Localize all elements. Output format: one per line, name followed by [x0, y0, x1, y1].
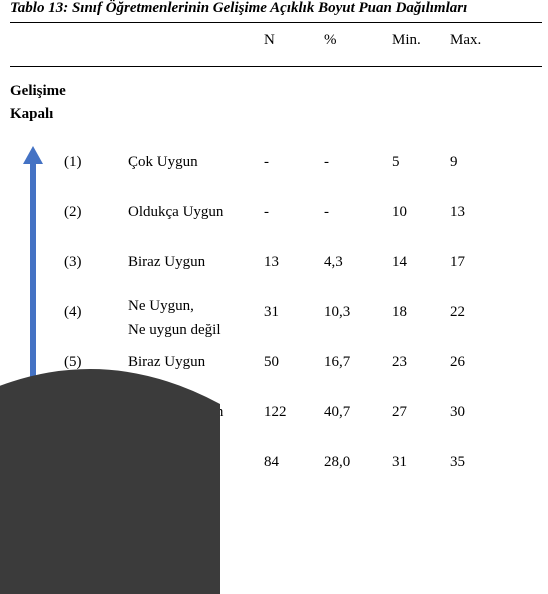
- row-min: 5: [392, 154, 400, 171]
- row-pct: -: [324, 204, 329, 221]
- row-label: Çok Uygun: [128, 154, 198, 171]
- row-n: -: [264, 204, 269, 221]
- page: Tablo 13: Sınıf Öğretmenlerinin Gelişime…: [0, 0, 548, 554]
- row-min: 18: [392, 304, 407, 321]
- table-caption: Tablo 13: Sınıf Öğretmenlerinin Gelişime…: [10, 0, 544, 17]
- table-row: (7) Çok Uygun 84 28,0 31 35: [0, 440, 548, 490]
- row-max: 9: [450, 154, 458, 171]
- row-index: (7): [64, 454, 82, 471]
- row-label: Oldukça Uygun: [128, 204, 223, 221]
- row-max: 30: [450, 404, 465, 421]
- col-min: Min.: [392, 32, 421, 49]
- row-pct: 10,3: [324, 304, 350, 321]
- row-n: 13: [264, 254, 279, 271]
- row-min: 23: [392, 354, 407, 371]
- row-index: (5): [64, 354, 82, 371]
- row-max: 17: [450, 254, 465, 271]
- row-min: 10: [392, 204, 407, 221]
- table-row: (5) Biraz Uygun 50 16,7 23 26: [0, 340, 548, 390]
- col-pct: %: [324, 32, 337, 49]
- row-n: -: [264, 154, 269, 171]
- row-max: 35: [450, 454, 465, 471]
- table-body: (1) Çok Uygun - - 5 9 (2) Oldukça Uygun …: [0, 140, 548, 490]
- row-n: 84: [264, 454, 279, 471]
- section-top-line2: Kapalı: [10, 103, 66, 126]
- row-max: 22: [450, 304, 465, 321]
- rule-under-header: [10, 66, 542, 67]
- rule-top: [10, 22, 542, 23]
- col-n: N: [264, 32, 275, 49]
- row-index: (3): [64, 254, 82, 271]
- row-pct: -: [324, 154, 329, 171]
- row-pct: 40,7: [324, 404, 350, 421]
- row-label: Çok Uygun: [128, 454, 198, 471]
- table-row: (6) Oldukça Uygun 122 40,7 27 30: [0, 390, 548, 440]
- row-max: 13: [450, 204, 465, 221]
- table-row: (1) Çok Uygun - - 5 9: [0, 140, 548, 190]
- row-index: (4): [64, 304, 82, 321]
- row-n: 50: [264, 354, 279, 371]
- row-label-line1: Ne Uygun,: [128, 294, 220, 318]
- row-label-line2: Ne uygun değil: [128, 318, 220, 342]
- row-index: (1): [64, 154, 82, 171]
- row-pct: 28,0: [324, 454, 350, 471]
- row-label: Biraz Uygun: [128, 354, 205, 371]
- col-max: Max.: [450, 32, 481, 49]
- row-max: 26: [450, 354, 465, 371]
- section-heading-top: Gelişime Kapalı: [10, 80, 66, 125]
- table-row: (4) Ne Uygun, Ne uygun değil 31 10,3 18 …: [0, 290, 548, 340]
- row-min: 14: [392, 254, 407, 271]
- table-row: (2) Oldukça Uygun - - 10 13: [0, 190, 548, 240]
- section-bottom-line2: Açık: [10, 521, 66, 544]
- row-n: 31: [264, 304, 279, 321]
- row-label: Oldukça Uygun: [128, 404, 223, 421]
- section-bottom-line1: Gelişime: [10, 498, 66, 521]
- row-min: 27: [392, 404, 407, 421]
- section-heading-bottom: Gelişime Açık: [10, 498, 66, 543]
- row-n: 122: [264, 404, 287, 421]
- row-label: Ne Uygun, Ne uygun değil: [128, 294, 220, 342]
- row-pct: 4,3: [324, 254, 343, 271]
- table-row: (3) Biraz Uygun 13 4,3 14 17: [0, 240, 548, 290]
- section-top-line1: Gelişime: [10, 80, 66, 103]
- row-index: (2): [64, 204, 82, 221]
- row-min: 31: [392, 454, 407, 471]
- row-label: Biraz Uygun: [128, 254, 205, 271]
- row-pct: 16,7: [324, 354, 350, 371]
- row-index: (6): [64, 404, 82, 421]
